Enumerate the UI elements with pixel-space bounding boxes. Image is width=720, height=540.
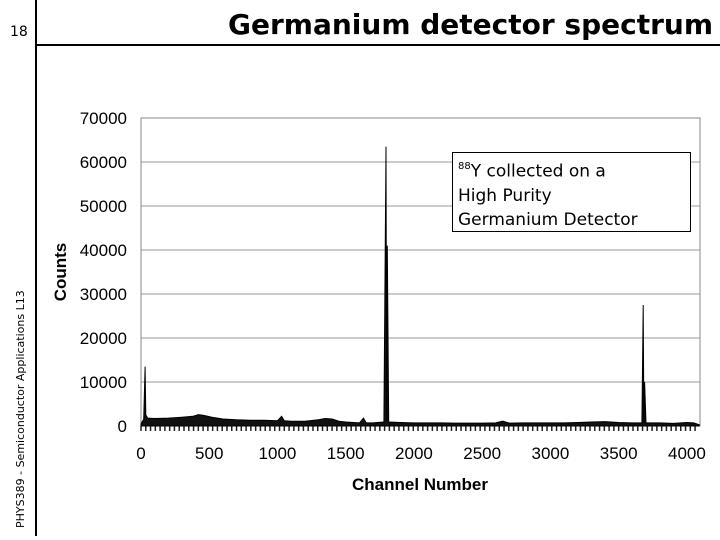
- slide-title: Germanium detector spectrum: [228, 8, 714, 41]
- series-line: [140, 146, 700, 427]
- annotation-box: 88Y collected on a High Purity Germanium…: [452, 152, 691, 232]
- y-tick-label: 40000: [80, 241, 127, 260]
- x-tick-label: 3500: [600, 444, 638, 463]
- y-tick-label: 10000: [80, 373, 127, 392]
- y-tick-label: 70000: [80, 109, 127, 128]
- y-tick-label: 0: [118, 417, 127, 436]
- horizontal-rule: [35, 44, 720, 46]
- isotope-symbol: Y: [470, 161, 482, 182]
- annotation-line-1: 88Y collected on a: [458, 156, 690, 184]
- x-tick-label: 2000: [395, 444, 433, 463]
- y-tick-label: 20000: [80, 329, 127, 348]
- isotope-mass: 88: [458, 161, 471, 172]
- x-tick-label: 0: [136, 444, 145, 463]
- y-tick-label: 60000: [80, 153, 127, 172]
- x-tick-label: 2500: [463, 444, 501, 463]
- slide-number: 18: [10, 24, 28, 40]
- x-tick-label: 3000: [532, 444, 570, 463]
- vertical-rule: [35, 0, 37, 536]
- y-axis-label: Counts: [51, 243, 70, 302]
- x-tick-label: 1000: [259, 444, 297, 463]
- annotation-line-1-rest: collected on a: [481, 161, 606, 182]
- x-tick-label: 1500: [327, 444, 365, 463]
- annotation-line-2: High Purity: [458, 185, 552, 206]
- x-axis-label: Channel Number: [352, 475, 488, 494]
- x-tick-label: 500: [195, 444, 223, 463]
- x-tick-label: 4000: [668, 444, 706, 463]
- annotation-line-3: Germanium Detector: [458, 209, 638, 230]
- y-tick-label: 50000: [80, 197, 127, 216]
- y-tick-label: 30000: [80, 285, 127, 304]
